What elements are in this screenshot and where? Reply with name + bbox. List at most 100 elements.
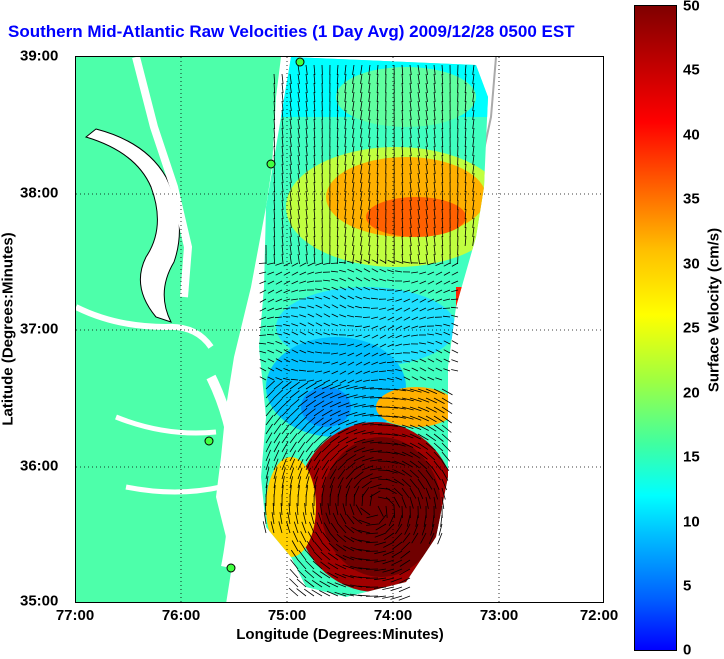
velocity-arrow	[403, 343, 411, 346]
velocity-arrow	[352, 190, 355, 201]
velocity-arrow	[258, 262, 267, 264]
velocity-arrow	[360, 127, 363, 138]
velocity-arrow	[273, 380, 284, 390]
velocity-arrow	[395, 289, 403, 292]
velocity-arrow	[464, 199, 467, 211]
velocity-arrow	[411, 376, 419, 381]
velocity-arrow	[425, 235, 428, 246]
velocity-arrow	[296, 503, 299, 516]
velocity-arrow	[339, 314, 347, 318]
velocity-arrow	[360, 82, 363, 93]
velocity-arrow	[344, 226, 347, 237]
velocity-arrow	[345, 394, 358, 399]
velocity-arrow	[289, 253, 292, 264]
velocity-arrow	[441, 451, 451, 462]
velocity-arrow	[433, 253, 436, 264]
velocity-arrow	[313, 82, 316, 94]
velocity-arrow	[433, 100, 436, 111]
velocity-arrow	[281, 172, 284, 183]
velocity-arrow	[464, 73, 467, 85]
velocity-arrow	[395, 334, 403, 339]
velocity-arrow	[443, 340, 451, 345]
velocity-arrow	[411, 271, 419, 274]
velocity-arrow	[287, 512, 291, 525]
velocity-arrow	[368, 217, 371, 228]
velocity-arrow	[433, 397, 445, 404]
bay-channel	[132, 57, 193, 298]
velocity-arrow	[388, 514, 395, 527]
velocity-arrow	[307, 305, 315, 309]
velocity-arrow	[319, 571, 331, 579]
velocity-arrow	[354, 325, 363, 328]
velocity-arrow	[403, 325, 411, 330]
velocity-arrow	[409, 64, 412, 75]
velocity-arrow	[305, 82, 308, 93]
velocity-arrow	[344, 109, 347, 120]
velocity-arrow	[472, 145, 475, 156]
velocity-arrow	[305, 100, 308, 111]
velocity-arrow	[451, 340, 459, 345]
velocity-arrow	[409, 217, 412, 228]
velocity-arrow	[274, 325, 283, 327]
velocity-arrow	[409, 235, 412, 246]
velocity-arrow	[337, 453, 348, 462]
velocity-arrow	[360, 181, 363, 192]
velocity-arrow	[368, 172, 371, 183]
velocity-arrow	[297, 190, 300, 201]
velocity-arrow	[321, 418, 333, 426]
velocity-arrow	[336, 91, 339, 103]
velocity-arrow	[345, 385, 358, 390]
velocity-arrow	[435, 262, 443, 266]
velocity-arrow	[265, 441, 272, 453]
velocity-arrow	[369, 388, 383, 390]
velocity-arrow	[311, 579, 323, 588]
velocity-arrow	[443, 262, 451, 267]
velocity-arrow	[281, 208, 284, 219]
colorbar-tick: 30	[683, 255, 700, 273]
velocity-arrow	[417, 190, 420, 201]
velocity-arrow	[400, 550, 411, 559]
velocity-arrow	[344, 145, 347, 156]
velocity-arrow	[347, 334, 355, 337]
velocity-arrow	[441, 388, 453, 396]
velocity-arrow	[344, 253, 347, 264]
velocity-arrow	[312, 570, 323, 579]
velocity-arrow	[323, 313, 331, 318]
velocity-arrow	[353, 386, 366, 390]
velocity-arrow	[315, 296, 323, 300]
velocity-arrow	[297, 382, 309, 390]
velocity-arrow	[281, 235, 284, 246]
velocity-arrow	[321, 409, 333, 417]
velocity-arrow	[363, 334, 371, 338]
velocity-arrow	[273, 441, 281, 453]
velocity-arrow	[315, 304, 323, 309]
velocity-arrow	[399, 577, 411, 584]
velocity-arrow	[337, 384, 350, 390]
velocity-arrow	[355, 352, 363, 357]
velocity-arrow	[464, 145, 467, 157]
velocity-arrow	[307, 350, 315, 354]
colorbar-tick: 20	[683, 384, 700, 402]
velocity-arrow	[278, 521, 283, 534]
velocity-arrow	[305, 476, 310, 489]
velocity-arrow	[329, 532, 339, 543]
velocity-arrow	[441, 433, 452, 443]
map-plot-area[interactable]	[75, 56, 604, 603]
colorbar-tick: 35	[683, 190, 700, 208]
velocity-arrow	[361, 473, 373, 480]
velocity-arrow	[353, 447, 366, 453]
velocity-arrow	[369, 467, 382, 471]
velocity-arrow	[344, 190, 347, 201]
velocity-arrow	[417, 163, 420, 174]
velocity-arrow	[265, 476, 269, 489]
velocity-arrow	[305, 416, 316, 426]
velocity-arrow	[326, 590, 339, 597]
velocity-arrow	[305, 226, 308, 237]
velocity-arrow	[401, 217, 404, 229]
velocity-arrow	[450, 306, 459, 309]
velocity-arrow	[321, 400, 333, 408]
velocity-arrow	[305, 408, 316, 417]
velocity-arrow	[365, 559, 379, 561]
velocity-arrow	[289, 199, 292, 210]
velocity-arrow	[409, 109, 412, 120]
